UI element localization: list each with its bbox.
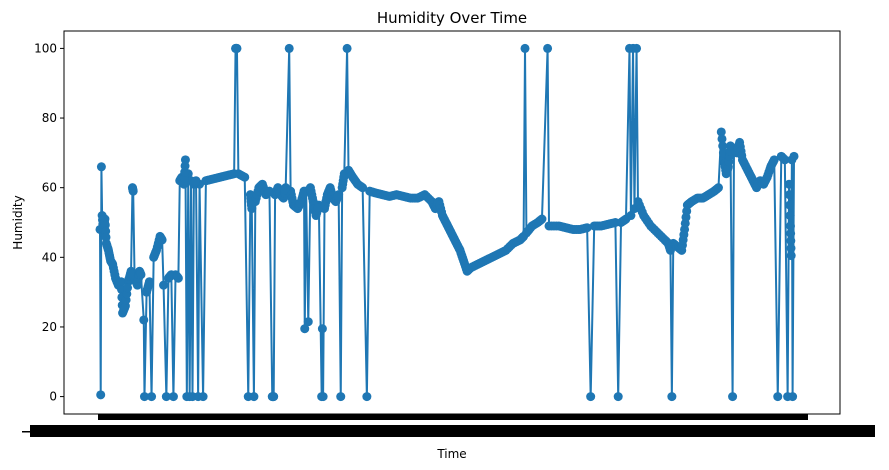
data-point [712,184,722,194]
y-tick-label: 20 [42,320,57,334]
data-point [786,243,796,253]
data-point [785,200,795,210]
data-point [356,182,366,192]
data-point [313,203,323,213]
data-point [96,162,106,172]
data-point [159,280,169,290]
data-point [786,251,796,261]
data-point [342,43,352,53]
data-point [784,190,794,200]
data-point [264,187,274,197]
data-point [613,392,623,402]
data-point [362,392,372,402]
data-point [717,134,727,144]
x-tick-marks-band [98,414,808,420]
data-point [317,324,327,334]
y-axis-label: Humidity [11,195,25,249]
data-point [308,193,318,203]
data-point [779,154,789,164]
data-point [96,390,106,400]
data-point [784,179,794,189]
data-point [718,141,728,151]
data-point [785,221,795,231]
data-point [768,157,778,167]
y-tick-label: 0 [49,390,57,404]
data-point [632,43,642,53]
chart-title: Humidity Over Time [377,9,527,27]
data-point [198,392,208,402]
x-tick-label-dash [22,431,30,433]
plot-area [95,43,799,402]
data-point [716,127,726,137]
data-point [303,317,313,327]
y-axis-ticks: 0 20 40 60 80 100 [34,41,64,404]
data-point [144,279,154,289]
data-point [168,392,178,402]
data-point [667,392,677,402]
data-point [518,232,528,242]
data-point [520,43,530,53]
data-point [580,223,590,233]
x-tick-labels [22,414,875,437]
data-point [786,236,796,246]
data-point [139,392,149,402]
data-point [232,43,242,53]
data-point [157,234,167,244]
data-point [788,392,798,402]
data-point [679,230,689,240]
data-point [139,315,149,325]
data-point [300,324,310,334]
data-point [786,228,796,238]
data-point [246,200,256,210]
data-point [543,43,553,53]
data-point [586,392,596,402]
data-point [101,232,111,242]
data-point [298,189,308,199]
data-point [284,43,294,53]
data-point [123,283,133,293]
data-point [333,191,343,201]
data-point [723,164,733,174]
data-point [249,392,259,402]
data-point [120,303,130,313]
axes-frame [63,30,841,415]
y-tick-label: 80 [42,111,57,125]
data-point [115,278,125,288]
x-tick-labels-band [30,425,875,437]
data-point [128,185,138,195]
data-point [609,218,619,228]
data-point [180,161,190,171]
data-point [536,215,546,225]
x-axis-label: Time [436,447,466,461]
y-tick-label: 100 [34,41,57,55]
y-tick-label: 40 [42,250,57,264]
data-point [161,392,171,402]
data-point [227,169,237,179]
data-point [147,392,157,402]
y-tick-label: 60 [42,181,57,195]
data-point [789,151,799,161]
data-point [728,392,738,402]
data-point [620,215,630,225]
data-point [682,206,692,216]
data-point [173,272,183,282]
data-point [238,171,248,181]
data-point [339,172,349,182]
data-point [190,177,200,187]
data-point [785,211,795,221]
data-point [125,269,135,279]
data-point [336,392,346,402]
data-point [773,392,783,402]
data-point [136,269,146,279]
data-point [268,392,278,402]
data-point [318,392,328,402]
series-density-markers [97,43,796,402]
